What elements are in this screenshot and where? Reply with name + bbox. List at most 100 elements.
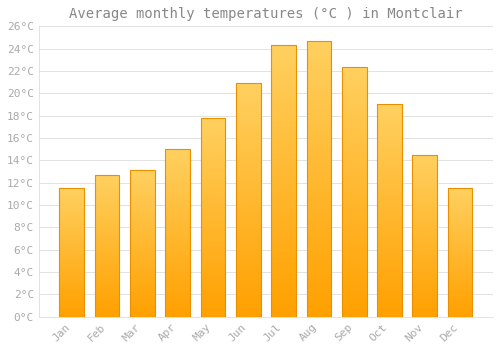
- Bar: [271, 176, 296, 178]
- Bar: [306, 129, 331, 132]
- Bar: [130, 179, 155, 181]
- Bar: [342, 129, 366, 132]
- Bar: [448, 272, 472, 273]
- Bar: [94, 307, 120, 308]
- Bar: [377, 247, 402, 249]
- Bar: [412, 211, 437, 213]
- Bar: [377, 300, 402, 302]
- Bar: [271, 314, 296, 317]
- Bar: [448, 285, 472, 286]
- Bar: [448, 233, 472, 235]
- Bar: [200, 168, 226, 170]
- Bar: [306, 165, 331, 168]
- Bar: [60, 202, 84, 204]
- Bar: [377, 306, 402, 308]
- Bar: [448, 303, 472, 304]
- Bar: [236, 123, 260, 125]
- Bar: [306, 104, 331, 107]
- Bar: [342, 309, 366, 312]
- Bar: [412, 186, 437, 187]
- Bar: [271, 227, 296, 230]
- Bar: [448, 214, 472, 215]
- Bar: [342, 169, 366, 171]
- Bar: [412, 192, 437, 194]
- Bar: [166, 246, 190, 248]
- Bar: [271, 216, 296, 219]
- Bar: [166, 260, 190, 261]
- Bar: [377, 266, 402, 268]
- Bar: [60, 200, 84, 201]
- Bar: [200, 120, 226, 122]
- Bar: [271, 78, 296, 80]
- Bar: [448, 250, 472, 251]
- Bar: [94, 261, 120, 263]
- Bar: [342, 69, 366, 71]
- Bar: [377, 302, 402, 304]
- Bar: [236, 170, 260, 172]
- Bar: [448, 280, 472, 281]
- Bar: [94, 268, 120, 270]
- Bar: [236, 104, 260, 107]
- Bar: [412, 164, 437, 166]
- Bar: [130, 272, 155, 273]
- Bar: [377, 113, 402, 115]
- Bar: [200, 301, 226, 303]
- Bar: [448, 229, 472, 231]
- Bar: [377, 139, 402, 141]
- Bar: [94, 182, 120, 183]
- Bar: [200, 233, 226, 235]
- Bar: [271, 290, 296, 292]
- Bar: [342, 74, 366, 77]
- Bar: [130, 283, 155, 285]
- Bar: [60, 205, 84, 206]
- Bar: [236, 95, 260, 97]
- Bar: [94, 212, 120, 213]
- Bar: [377, 185, 402, 187]
- Bar: [306, 126, 331, 129]
- Bar: [306, 74, 331, 77]
- Bar: [200, 152, 226, 154]
- Bar: [94, 298, 120, 300]
- Bar: [94, 233, 120, 235]
- Bar: [448, 305, 472, 307]
- Bar: [412, 229, 437, 231]
- Bar: [342, 262, 366, 264]
- Bar: [130, 200, 155, 201]
- Bar: [448, 228, 472, 229]
- Bar: [200, 186, 226, 188]
- Bar: [377, 211, 402, 213]
- Bar: [412, 281, 437, 283]
- Bar: [342, 289, 366, 292]
- Bar: [166, 266, 190, 268]
- Bar: [130, 241, 155, 242]
- Bar: [377, 313, 402, 315]
- Bar: [130, 270, 155, 272]
- Bar: [60, 210, 84, 211]
- Bar: [236, 111, 260, 114]
- Bar: [448, 312, 472, 313]
- Bar: [236, 97, 260, 100]
- Bar: [306, 68, 331, 71]
- Bar: [342, 204, 366, 206]
- Bar: [166, 213, 190, 215]
- Bar: [166, 300, 190, 302]
- Bar: [94, 250, 120, 252]
- Bar: [236, 251, 260, 254]
- Bar: [166, 203, 190, 204]
- Bar: [236, 233, 260, 235]
- Bar: [306, 135, 331, 138]
- Bar: [236, 314, 260, 317]
- Bar: [130, 296, 155, 298]
- Bar: [377, 187, 402, 189]
- Bar: [166, 158, 190, 159]
- Bar: [377, 105, 402, 317]
- Bar: [306, 41, 331, 317]
- Bar: [236, 93, 260, 95]
- Bar: [412, 195, 437, 197]
- Bar: [60, 247, 84, 249]
- Bar: [94, 189, 120, 190]
- Bar: [448, 192, 472, 194]
- Bar: [412, 267, 437, 268]
- Bar: [130, 309, 155, 311]
- Bar: [271, 162, 296, 165]
